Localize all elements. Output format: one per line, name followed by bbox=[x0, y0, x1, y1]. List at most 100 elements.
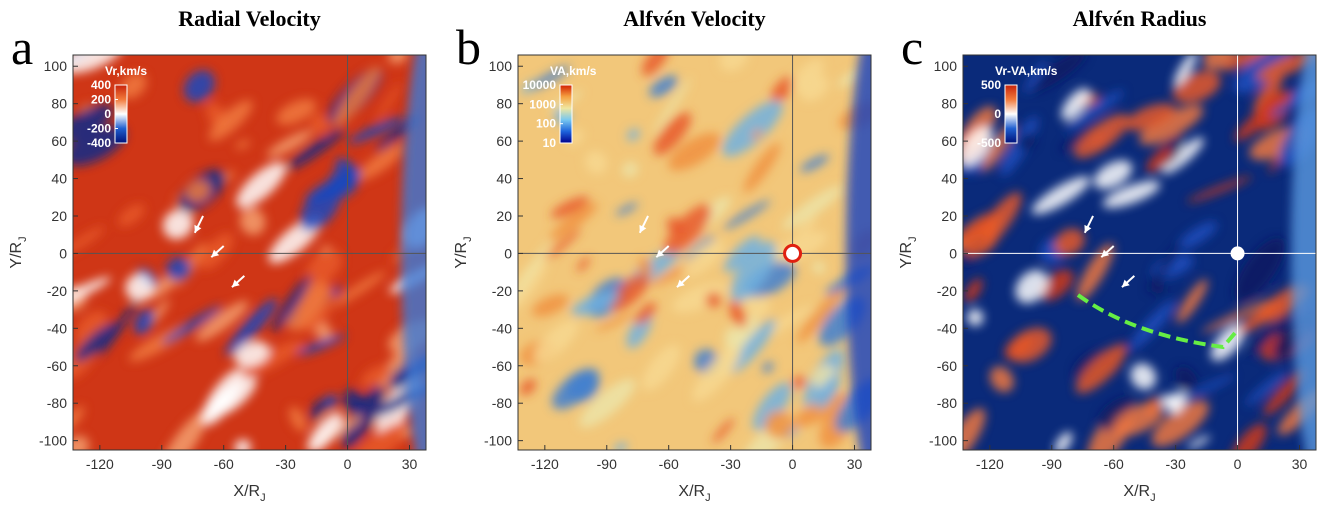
heatmap-feature bbox=[183, 70, 215, 103]
heatmap-feature bbox=[846, 55, 871, 450]
heatmap-feature bbox=[571, 291, 619, 316]
heatmap-feature bbox=[348, 116, 404, 144]
heatmap-feature bbox=[729, 300, 747, 328]
heatmap-feature bbox=[266, 130, 313, 158]
x-tick-label: 30 bbox=[402, 456, 418, 472]
heatmap-feature bbox=[797, 216, 817, 237]
x-axis-label-sub: J bbox=[705, 492, 711, 504]
planet bbox=[1230, 246, 1245, 261]
heatmap-feature bbox=[165, 256, 192, 281]
heatmap-feature bbox=[1139, 104, 1204, 145]
heatmap-feature bbox=[615, 202, 639, 216]
panel-title: Alfvén Velocity bbox=[623, 6, 765, 31]
plot-frame bbox=[72, 54, 427, 451]
heatmap-feature bbox=[800, 154, 830, 172]
x-tick-label: 0 bbox=[789, 456, 797, 472]
heatmap-feature bbox=[375, 82, 402, 121]
x-axis-label-sub: J bbox=[260, 492, 266, 504]
panel: -120 -90 -60 -30 0 30100806040200-20-40-60-80… bbox=[8, 6, 427, 504]
y-tick-label: 100 bbox=[489, 58, 513, 74]
heatmap-feature bbox=[811, 261, 826, 274]
colorbar-tick-label: 500 bbox=[981, 78, 1001, 92]
x-tick-label: 0 bbox=[1234, 456, 1242, 472]
heatmap-feature bbox=[289, 406, 307, 432]
plot-frame bbox=[517, 54, 872, 451]
heatmap-feature bbox=[333, 270, 387, 307]
y-tick-label: 40 bbox=[941, 171, 957, 187]
arrow-head bbox=[194, 224, 202, 233]
heatmap-feature bbox=[549, 202, 598, 241]
heatmap-feature bbox=[1102, 180, 1161, 208]
heatmap-feature bbox=[310, 113, 331, 135]
heatmap-feature bbox=[743, 292, 771, 317]
x-axis-label: X/RJ bbox=[678, 483, 710, 504]
heatmap-feature bbox=[185, 180, 211, 203]
y-tick-label: -40 bbox=[937, 320, 957, 336]
heatmap-feature bbox=[638, 257, 653, 277]
colorbar-tick-label: 0 bbox=[104, 107, 111, 121]
heatmap-feature bbox=[668, 132, 721, 171]
arrow-head bbox=[231, 279, 240, 288]
heatmap-feature bbox=[309, 399, 326, 421]
heatmap-feature bbox=[158, 411, 208, 450]
heatmap-feature bbox=[1054, 228, 1085, 256]
planet bbox=[783, 243, 803, 263]
y-tick-label: 0 bbox=[949, 245, 957, 261]
heatmap-feature bbox=[653, 112, 692, 156]
colorbar bbox=[559, 84, 573, 144]
y-tick-label: -80 bbox=[492, 395, 512, 411]
heatmap-feature bbox=[652, 77, 691, 135]
y-tick-label: 80 bbox=[941, 96, 957, 112]
heatmap-feature bbox=[98, 296, 141, 357]
heatmap-feature bbox=[73, 226, 105, 255]
heatmap-feature bbox=[1263, 369, 1307, 416]
x-tick-label: -30 bbox=[276, 456, 296, 472]
x-tick-label: 30 bbox=[1292, 456, 1308, 472]
y-tick-label: 100 bbox=[44, 58, 68, 74]
heatmap-feature bbox=[272, 275, 312, 332]
heatmap-feature bbox=[566, 369, 600, 403]
heatmap-feature bbox=[74, 322, 118, 362]
heatmap-feature bbox=[1177, 221, 1218, 250]
y-tick-label: 0 bbox=[59, 245, 67, 261]
heatmap-feature bbox=[234, 439, 252, 450]
x-axis-label-text: X/R bbox=[678, 483, 705, 500]
heatmap-feature bbox=[401, 55, 426, 450]
y-tick-label: 20 bbox=[496, 208, 512, 224]
colorbar-tick-label: 400 bbox=[91, 78, 111, 92]
heatmap-feature bbox=[621, 161, 639, 178]
y-tick-label: -80 bbox=[937, 395, 957, 411]
heatmap-feature bbox=[1255, 91, 1292, 130]
heatmap-feature bbox=[225, 298, 278, 356]
heatmap-feature bbox=[1270, 99, 1301, 117]
y-tick-label: -60 bbox=[47, 358, 67, 374]
heatmap-feature bbox=[236, 162, 286, 208]
y-tick-label: -100 bbox=[929, 433, 957, 449]
arrow-head bbox=[1101, 249, 1110, 258]
colorbar-title: VA,km/s bbox=[550, 64, 597, 78]
heatmap-feature bbox=[579, 378, 636, 428]
heatmap-feature bbox=[743, 142, 781, 193]
heatmap-feature bbox=[1128, 300, 1176, 352]
heatmap-feature bbox=[134, 308, 155, 335]
panel: -120 -90 -60 -30 0 30100806040200-20-40-60-80… bbox=[453, 6, 872, 504]
heatmap-feature bbox=[1203, 55, 1235, 71]
heatmap-feature bbox=[1173, 55, 1198, 87]
colorbar-tick-label: -500 bbox=[977, 136, 1001, 150]
x-tick-label: 0 bbox=[344, 456, 352, 472]
heatmap-image bbox=[518, 55, 871, 450]
heatmap-feature bbox=[989, 366, 1014, 393]
heatmap-feature bbox=[1008, 327, 1052, 363]
heatmap-feature bbox=[1146, 147, 1174, 173]
colorbar-tick-label: 100 bbox=[536, 117, 556, 131]
x-tick-label: -30 bbox=[721, 456, 741, 472]
x-tick-label: -90 bbox=[597, 456, 617, 472]
heatmap-feature bbox=[235, 340, 304, 379]
x-tick-label: 30 bbox=[847, 456, 863, 472]
heatmap-feature bbox=[195, 300, 249, 342]
y-tick-label: -80 bbox=[47, 395, 67, 411]
heatmap-feature bbox=[1074, 114, 1130, 159]
heatmap-feature bbox=[1065, 90, 1124, 131]
heatmap-feature bbox=[1162, 137, 1204, 175]
